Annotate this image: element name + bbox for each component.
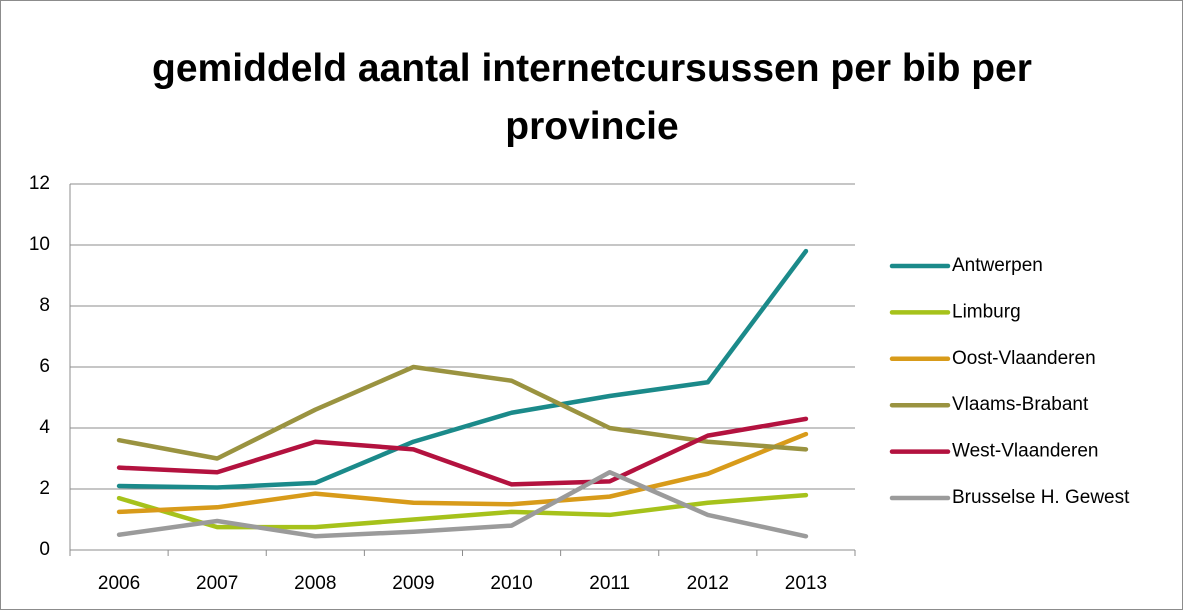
y-tick-label: 10: [29, 234, 50, 255]
legend-label: Limburg: [952, 301, 1021, 322]
x-tick-label: 2007: [196, 573, 238, 594]
series-line: [116, 416, 809, 487]
x-tick-label: 2013: [785, 573, 827, 594]
series-line: [116, 492, 809, 530]
legend-label: Vlaams-Brabant: [952, 394, 1089, 415]
y-tick-label: 8: [39, 295, 50, 316]
series-line: [116, 364, 809, 461]
y-tick-label: 6: [39, 356, 50, 377]
x-tick-label: 2006: [98, 573, 140, 594]
legend-label: West-Vlaanderen: [952, 441, 1098, 462]
x-tick-label: 2011: [589, 573, 630, 594]
legend-label: Antwerpen: [952, 255, 1043, 276]
series-line: [116, 431, 809, 515]
y-tick-label: 2: [39, 478, 50, 499]
chart-title: gemiddeld aantal internetcursussen per b…: [152, 47, 1032, 148]
legend-label: Brusselse H. Gewest: [952, 487, 1130, 508]
series-line: [116, 469, 809, 539]
x-tick-label: 2012: [687, 573, 729, 594]
x-tick-label: 2010: [490, 573, 532, 594]
y-tick-label: 0: [39, 539, 50, 560]
x-tick-label: 2008: [294, 573, 336, 594]
x-tick-label: 2009: [392, 573, 434, 594]
y-tick-label: 12: [29, 173, 50, 194]
y-tick-label: 4: [39, 417, 50, 438]
legend-label: Oost-Vlaanderen: [952, 348, 1096, 369]
series-line: [116, 248, 809, 490]
